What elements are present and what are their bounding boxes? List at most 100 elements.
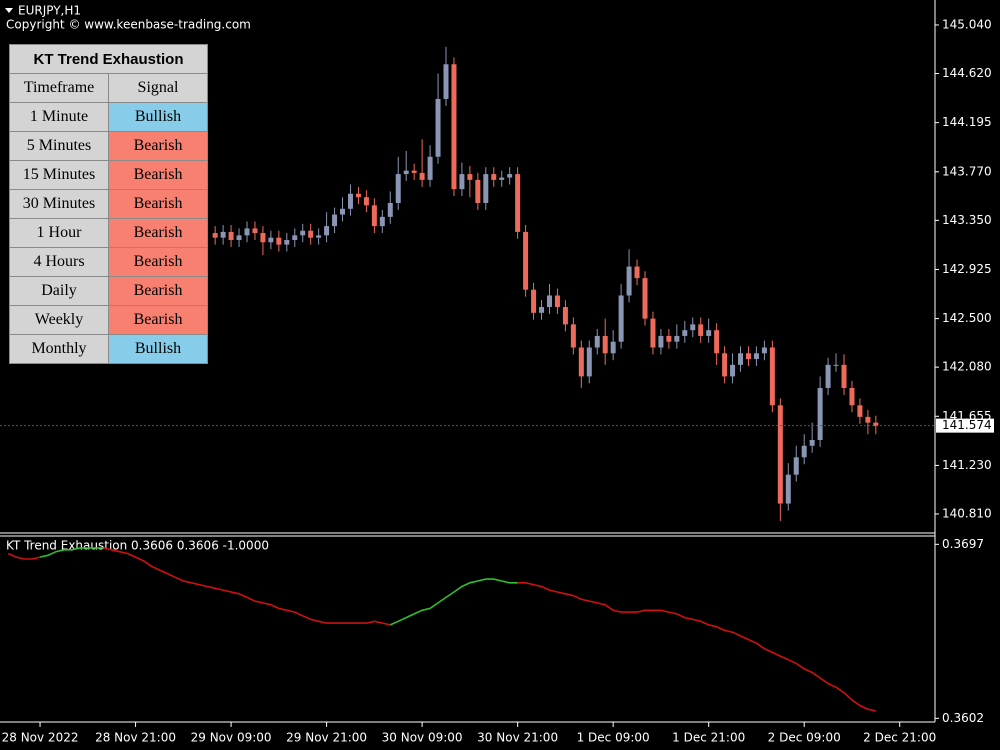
y-tick-label: 142.080 — [942, 360, 992, 374]
table-cell: Bearish — [108, 247, 208, 277]
candle-body — [714, 330, 720, 354]
candle-body — [395, 174, 401, 203]
candle-body — [618, 295, 624, 342]
candle-body — [355, 193, 361, 198]
table-row: Timeframe Signal — [9, 73, 208, 103]
candle-body — [602, 335, 608, 354]
table-row: 4 Hours Bearish — [9, 247, 208, 277]
table-cell: Bearish — [108, 189, 208, 219]
candle-body — [833, 364, 839, 366]
candle-body — [650, 318, 656, 348]
candle-body — [419, 172, 425, 180]
candle-body — [761, 347, 767, 354]
candle-body — [244, 228, 250, 236]
candle-body — [738, 353, 744, 365]
candle-body — [475, 179, 481, 203]
candle-body — [300, 230, 306, 236]
indicator-line — [7, 547, 876, 712]
y-tick-label: 145.040 — [942, 17, 992, 31]
candle-body — [427, 156, 433, 180]
candle-body — [690, 324, 696, 331]
candle-body — [730, 364, 736, 377]
table-row: Daily Bearish — [9, 276, 208, 306]
table-row: 15 Minutes Bearish — [9, 160, 208, 190]
candle-body — [586, 347, 592, 377]
y-tick-label: 143.770 — [942, 164, 992, 178]
candle-body — [865, 416, 871, 423]
x-tick-label: 1 Dec 09:00 — [577, 731, 650, 745]
candle-body — [825, 364, 831, 388]
table-cell: Monthly — [9, 334, 109, 364]
candle-body — [411, 170, 417, 173]
candle-body — [809, 439, 815, 446]
candle-body — [666, 335, 672, 342]
candle-body — [379, 216, 385, 227]
candle-body — [403, 170, 409, 175]
candle-body — [873, 422, 879, 427]
candle-body — [698, 324, 704, 336]
table-cell: Bearish — [108, 160, 208, 190]
candle-body — [706, 330, 712, 336]
copyright: Copyright © www.keenbase-trading.com — [6, 18, 251, 32]
indicator-line — [39, 547, 518, 626]
x-tick-label: 28 Nov 2022 — [2, 731, 79, 745]
x-tick-label: 2 Dec 09:00 — [768, 731, 841, 745]
last-price-box — [936, 418, 994, 433]
candle-body — [276, 237, 282, 245]
candle-body — [841, 364, 847, 388]
table-cell: Daily — [9, 276, 109, 306]
table-row: 1 Hour Bearish — [9, 218, 208, 248]
candle-body — [459, 174, 465, 190]
x-tick-label: 29 Nov 21:00 — [286, 731, 367, 745]
y-tick-label: 144.195 — [942, 115, 992, 129]
table-cell: 30 Minutes — [9, 189, 109, 219]
candle-body — [292, 235, 298, 240]
table-cell: Bullish — [108, 334, 208, 364]
candle-body — [722, 353, 728, 377]
table-cell: Bearish — [108, 305, 208, 335]
candle-body — [467, 174, 473, 180]
candle-body — [212, 233, 218, 238]
table-cell: Timeframe — [9, 73, 109, 103]
candle-body — [228, 231, 234, 240]
indicator-title: KT Trend Exhaustion 0.3606 0.3606 -1.000… — [6, 539, 269, 553]
menu-arrow — [5, 8, 13, 13]
table-cell: Signal — [108, 73, 208, 103]
table-row: 30 Minutes Bearish — [9, 189, 208, 219]
table-row: Weekly Bearish — [9, 305, 208, 335]
candle-body — [491, 174, 497, 180]
candle-body — [531, 289, 537, 313]
candle-body — [260, 233, 266, 243]
table-row: 1 Minute Bullish — [9, 102, 208, 132]
candle-body — [594, 335, 600, 348]
table-cell: Bearish — [108, 218, 208, 248]
table-cell: 15 Minutes — [9, 160, 109, 190]
candle-body — [435, 98, 441, 157]
y-tick-label: 142.500 — [942, 311, 992, 325]
y-tick-label: 141.230 — [942, 458, 992, 472]
candle-body — [793, 457, 799, 475]
table-cell: 5 Minutes — [9, 131, 109, 161]
candle-body — [801, 445, 807, 458]
y-tick-label: 0.3697 — [942, 537, 984, 551]
last-price-label: 141.574 — [942, 418, 992, 432]
x-tick-label: 30 Nov 21:00 — [477, 731, 558, 745]
candle-body — [324, 226, 330, 236]
candle-body — [220, 231, 226, 238]
candle-body — [785, 474, 791, 504]
candle-body — [682, 330, 688, 336]
candle-body — [451, 64, 457, 190]
y-tick-label: 142.925 — [942, 262, 992, 276]
candle-body — [252, 228, 258, 234]
candle-body — [554, 295, 560, 308]
symbol-title: EURJPY,H1 — [18, 4, 81, 18]
candle-body — [634, 266, 640, 279]
candle-body — [570, 324, 576, 348]
candle-body — [483, 174, 489, 203]
candle-body — [443, 64, 449, 99]
y-tick-label: 140.810 — [942, 506, 992, 520]
candle-body — [642, 278, 648, 319]
candle-body — [316, 235, 322, 238]
